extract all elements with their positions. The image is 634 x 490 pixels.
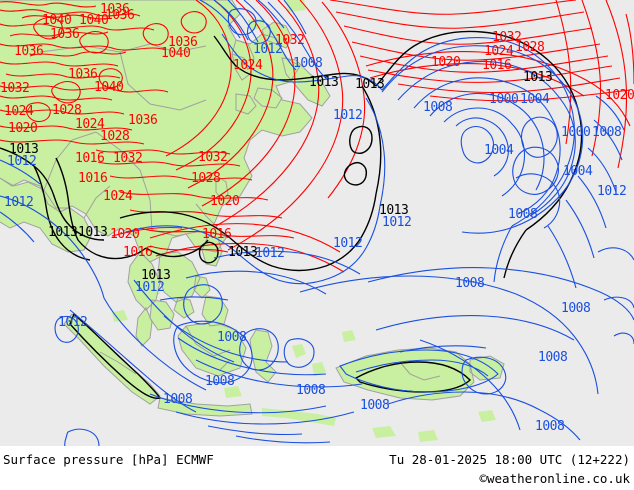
isobar-high-layer bbox=[0, 0, 634, 273]
isobar-label: 1032 bbox=[0, 81, 30, 96]
isobar-label: 1008 bbox=[296, 383, 326, 398]
isobar-label: 1016 bbox=[202, 227, 232, 242]
isobar-label: 1032 bbox=[275, 33, 305, 48]
isobar-label: 1032 bbox=[198, 150, 228, 165]
isobar-label: 1028 bbox=[52, 103, 82, 118]
isobar-label: 1028 bbox=[191, 171, 221, 186]
isobar-label: 1016 bbox=[123, 245, 153, 260]
isobar-label: 1024 bbox=[75, 117, 105, 132]
footer-valid-time: Tu 28-01-2025 18:00 UTC (12+222) bbox=[389, 452, 630, 467]
isobar-label: 1004 bbox=[563, 164, 593, 179]
isobar-label: 1008 bbox=[538, 350, 568, 365]
isobar-label: 1036 bbox=[14, 44, 44, 59]
isobar-label: 1016 bbox=[75, 151, 105, 166]
isobar-label: 1036 bbox=[50, 27, 80, 42]
isobar-label: 1008 bbox=[592, 125, 622, 140]
isobar-label: 1013 bbox=[379, 203, 409, 218]
isobar-label: 1024 bbox=[103, 189, 133, 204]
map-canvas bbox=[0, 0, 634, 446]
isobar-label: 1012 bbox=[333, 236, 363, 251]
isobar-label: 1013 bbox=[355, 77, 385, 92]
isobar-label: 1008 bbox=[423, 100, 453, 115]
isobar-label: 1012 bbox=[4, 195, 34, 210]
isobar-label: 1012 bbox=[253, 42, 283, 57]
isobar-label: 1012 bbox=[333, 108, 363, 123]
isobar-label: 1012 bbox=[597, 184, 627, 199]
isobar-label: 1040 bbox=[42, 13, 72, 28]
isobar-label: 1012 bbox=[135, 280, 165, 295]
isobar-label: 1024 bbox=[233, 58, 263, 73]
isobar-label: 1000 bbox=[561, 125, 591, 140]
map-footer: Surface pressure [hPa] ECMWF Tu 28-01-20… bbox=[0, 446, 634, 490]
isobar-low-layer bbox=[0, 0, 634, 446]
isobar-label: 1008 bbox=[360, 398, 390, 413]
isobar-label: 1036 bbox=[68, 67, 98, 82]
isobar-label: 1020 bbox=[110, 227, 140, 242]
isobar-label: 1013 bbox=[228, 245, 258, 260]
isobar-1013-layer bbox=[0, 30, 583, 399]
isobar-label: 1012 bbox=[382, 215, 412, 230]
footer-title: Surface pressure [hPa] ECMWF bbox=[3, 452, 214, 467]
isobar-label: 1008 bbox=[535, 419, 565, 434]
isobar-label: 1008 bbox=[293, 56, 323, 71]
isobar-label: 1012 bbox=[255, 246, 285, 261]
isobar-label: 1020 bbox=[210, 194, 240, 209]
isobar-label: 1036 bbox=[100, 2, 130, 17]
isobar-label: 1008 bbox=[163, 392, 193, 407]
isobar-label: 1013 bbox=[9, 142, 39, 157]
isobar-label: 1028 bbox=[100, 129, 130, 144]
isobar-label: 1008 bbox=[561, 301, 591, 316]
isobar-label: 1020 bbox=[431, 55, 461, 70]
isobar-label: 1024 bbox=[4, 104, 34, 119]
isobar-label: 1013 bbox=[309, 75, 339, 90]
isobar-label: 1040 bbox=[94, 80, 124, 95]
isobar-label: 1013 bbox=[48, 225, 78, 240]
isobar-label: 1012 bbox=[7, 154, 37, 169]
isobar-label: 1008 bbox=[508, 207, 538, 222]
isobar-label: 1036 bbox=[168, 35, 198, 50]
isobar-label: 1024 bbox=[484, 44, 514, 59]
isobar-label: 1004 bbox=[484, 143, 514, 158]
footer-credit: ©weatheronline.co.uk bbox=[479, 471, 630, 486]
isobar-label: 1008 bbox=[455, 276, 485, 291]
isobar-label: 1040 bbox=[161, 46, 191, 61]
isobar-label: 1012 bbox=[58, 315, 88, 330]
isobar-label: 1020 bbox=[605, 88, 634, 103]
isobar-label: 1016 bbox=[482, 58, 512, 73]
isobar-label: 1013 bbox=[523, 70, 553, 85]
isobar-label: 1008 bbox=[205, 374, 235, 389]
isobar-label: 1032 bbox=[492, 30, 522, 45]
surface-pressure-map[interactable]: 1036 1040 1040 1036 1036 1036 1036 1040 1036 1040… bbox=[0, 0, 634, 446]
isobar-label: 1020 bbox=[8, 121, 38, 136]
isobar-label: 1016 bbox=[78, 171, 108, 186]
isobar-label: 1040 bbox=[79, 13, 109, 28]
isobar-label: 1032 bbox=[113, 151, 143, 166]
isobar-label: 1013 bbox=[141, 268, 171, 283]
isobar-label: 1008 bbox=[217, 330, 247, 345]
isobar-label: 1028 bbox=[515, 40, 545, 55]
isobar-label: 1036 bbox=[105, 8, 135, 23]
isobar-label: 1036 bbox=[128, 113, 158, 128]
isobar-label: 1000 bbox=[489, 92, 519, 107]
isobar-label: 1004 bbox=[520, 92, 550, 107]
isobar-label: 1013 bbox=[78, 225, 108, 240]
